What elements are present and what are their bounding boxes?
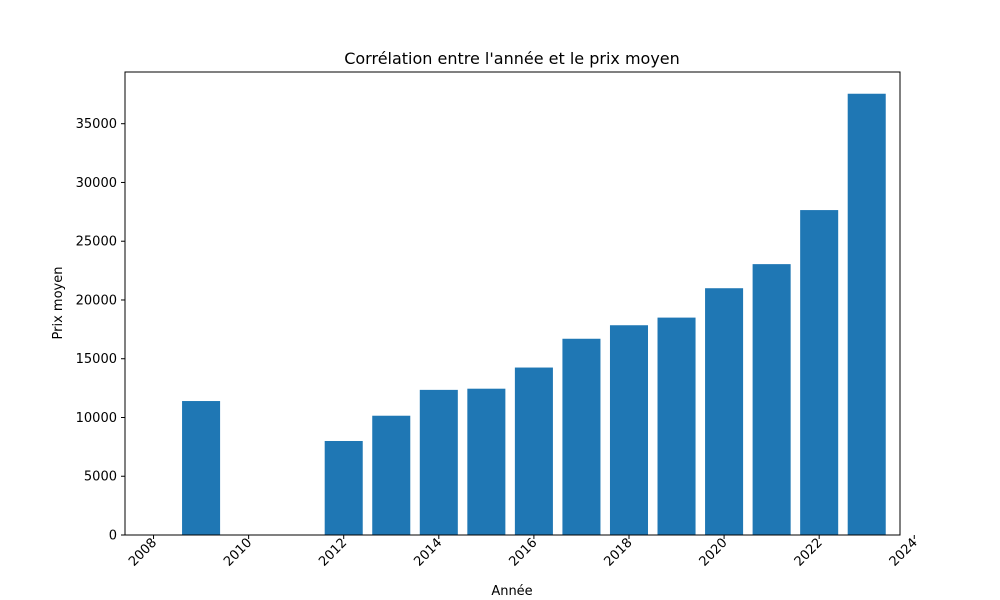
x-tick-label: 2014 xyxy=(411,536,445,570)
bar-2017 xyxy=(562,338,601,535)
bar-2014 xyxy=(419,389,458,535)
y-tick-label: 35000 xyxy=(76,117,117,132)
x-tick-label: 2012 xyxy=(316,536,350,570)
y-tick-label: 10000 xyxy=(76,411,117,426)
bar-2021 xyxy=(752,264,791,535)
bar-2009 xyxy=(182,401,221,535)
y-tick-label: 30000 xyxy=(76,176,117,191)
bar-2013 xyxy=(372,415,411,535)
bar-2022 xyxy=(800,210,839,536)
x-tick-label: 2020 xyxy=(697,536,731,570)
y-tick-label: 5000 xyxy=(84,470,117,485)
bar-2020 xyxy=(705,288,744,535)
x-tick-label: 2008 xyxy=(126,536,160,570)
bar-2023 xyxy=(847,93,886,536)
bar-2012 xyxy=(324,440,363,535)
bar-2016 xyxy=(514,367,553,535)
x-axis-ticks: 2008 2010 2012 2014 2016 2018 2020 2022 2024 xyxy=(126,535,921,570)
x-tick-label: 2010 xyxy=(221,536,255,570)
bar-2018 xyxy=(609,325,649,535)
y-tick-label: 15000 xyxy=(76,352,117,367)
y-tick-label: 0 xyxy=(109,529,117,544)
x-tick-label: 2024 xyxy=(887,536,921,570)
x-tick-label: 2016 xyxy=(506,536,540,570)
y-tick-label: 20000 xyxy=(76,293,117,308)
y-axis-label: Prix moyen xyxy=(51,267,66,340)
bars-group xyxy=(182,93,886,536)
bar-2019 xyxy=(657,317,696,535)
x-tick-label: 2022 xyxy=(792,536,826,570)
bar-2015 xyxy=(467,388,506,535)
plot-frame xyxy=(124,71,901,536)
y-axis-ticks: 0 5000 10000 15000 20000 25000 30000 35000 xyxy=(76,117,125,544)
x-tick-label: 2018 xyxy=(602,536,636,570)
y-tick-label: 25000 xyxy=(76,235,117,250)
chart-title: Corrélation entre l'année et le prix moy… xyxy=(344,49,680,68)
x-axis-label: Année xyxy=(491,584,532,599)
